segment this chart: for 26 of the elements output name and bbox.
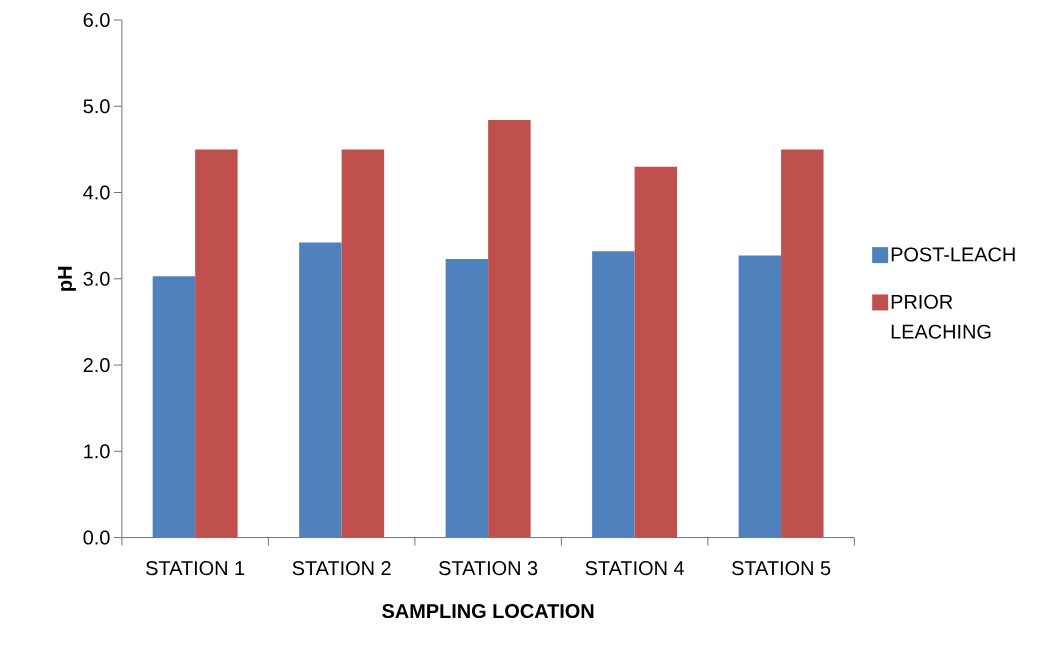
x-axis-title: SAMPLING LOCATION <box>382 603 594 618</box>
bar <box>152 275 196 538</box>
bar <box>195 149 238 538</box>
x-tick-label: STATION 1 <box>146 560 245 575</box>
bar <box>445 258 489 538</box>
bar <box>488 119 531 538</box>
y-tick-label: 2.0 <box>83 357 110 372</box>
bar <box>781 149 824 538</box>
y-tick-label: 0.0 <box>83 530 110 545</box>
x-tick-label: STATION 2 <box>292 560 391 575</box>
y-tick-label: 6.0 <box>83 12 110 27</box>
bar <box>738 255 782 538</box>
y-axis-title: pH <box>58 266 76 291</box>
x-tick-label: STATION 4 <box>585 560 684 575</box>
legend-label: PRIOR LEACHING <box>891 294 991 339</box>
bar <box>592 250 635 538</box>
bar <box>299 242 342 538</box>
bar <box>341 149 385 538</box>
y-tick-label: 5.0 <box>83 98 110 114</box>
y-tick-label: 4.0 <box>83 185 110 200</box>
legend-label: POST-LEACH <box>891 247 1015 262</box>
y-tick-label: 1.0 <box>84 444 110 459</box>
bar <box>634 166 678 538</box>
x-tick-label: STATION 3 <box>439 560 538 575</box>
y-tick-label: 3.0 <box>83 271 110 286</box>
x-tick-label: STATION 5 <box>732 560 831 575</box>
